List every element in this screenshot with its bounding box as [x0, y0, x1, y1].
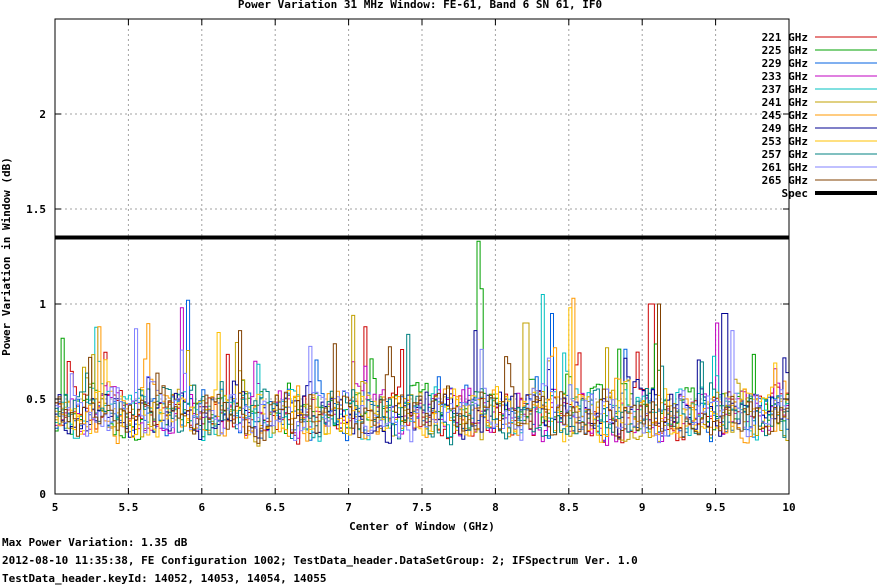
legend-label: 241 GHz — [762, 96, 808, 109]
legend-label: 229 GHz — [762, 57, 808, 70]
y-tick-label: 0.5 — [26, 393, 46, 406]
x-tick-label: 8 — [492, 501, 499, 514]
y-tick-label: 1 — [39, 298, 46, 311]
x-tick-label: 8.5 — [559, 501, 579, 514]
tick-layer: 5 5.5 6 6.5 7 7.5 8 8.5 9 9.5 10 0 0.5 1 1.5 2 — [26, 19, 796, 514]
legend-label: 257 GHz — [762, 148, 808, 161]
footer-max-power: Max Power Variation: 1.35 dB — [2, 536, 188, 549]
x-tick-label: 7 — [345, 501, 352, 514]
legend-label: 237 GHz — [762, 83, 808, 96]
legend-label: 253 GHz — [762, 135, 808, 148]
x-tick-label: 6.5 — [265, 501, 285, 514]
footer-config: 2012-08-10 11:35:38, FE Configuration 10… — [2, 554, 638, 567]
x-tick-label: 7.5 — [412, 501, 432, 514]
series-line-265-ghz — [55, 303, 790, 444]
legend-label: 245 GHz — [762, 109, 808, 122]
x-tick-label: 10 — [782, 501, 795, 514]
x-tick-label: 9 — [639, 501, 646, 514]
legend-label: Spec — [782, 187, 809, 200]
x-tick-label: 5.5 — [118, 501, 138, 514]
legend-label: 233 GHz — [762, 70, 808, 83]
legend-label: 249 GHz — [762, 122, 808, 135]
y-tick-label: 2 — [39, 108, 46, 121]
chart-title: Power Variation 31 MHz Window: FE-61, Ba… — [237, 0, 603, 11]
x-tick-label: 9.5 — [706, 501, 726, 514]
legend-label: 265 GHz — [762, 174, 808, 187]
x-tick-label: 6 — [198, 501, 205, 514]
series-layer — [55, 240, 790, 447]
footer-keyid: TestData_header.keyId: 14052, 14053, 140… — [2, 572, 327, 585]
legend-label: 261 GHz — [762, 161, 808, 174]
legend-label: 225 GHz — [762, 44, 808, 57]
y-tick-label: 0 — [39, 488, 46, 501]
x-tick-label: 5 — [52, 501, 59, 514]
y-tick-label: 1.5 — [26, 203, 46, 216]
x-axis-label: Center of Window (GHz) — [349, 520, 495, 533]
legend-label: 221 GHz — [762, 31, 808, 44]
y-axis-label: Power Variation in Window (dB) — [0, 157, 13, 356]
